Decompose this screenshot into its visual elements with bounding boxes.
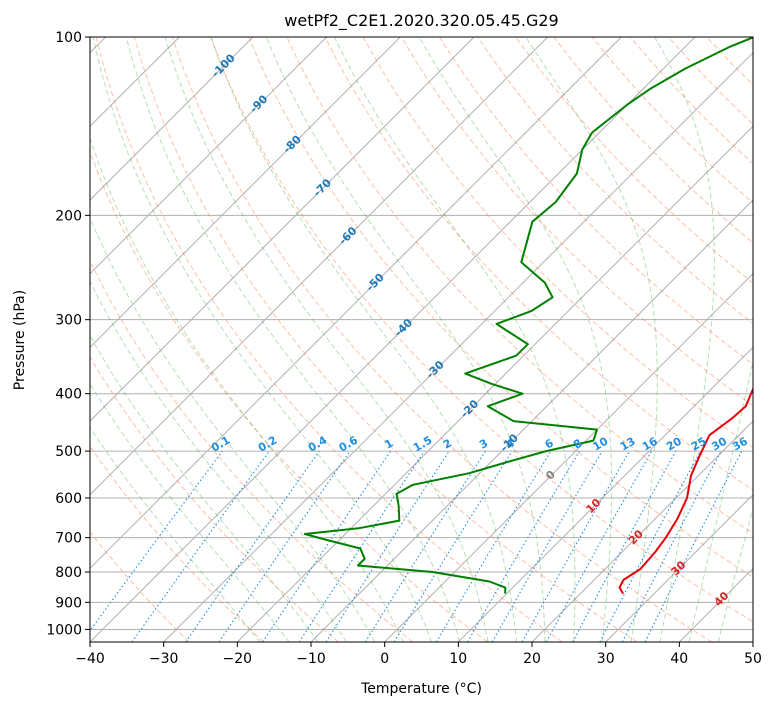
moist-adiabat	[265, 37, 546, 642]
mixing-ratio-line	[131, 450, 270, 642]
y-tick-label: 500	[55, 444, 82, 460]
mixing-ratio-line	[393, 450, 513, 642]
chart-title: wetPf2_C2E1.2020.320.05.45.G29	[284, 11, 558, 31]
moist-adiabat	[90, 334, 319, 642]
moist-adiabat	[525, 37, 658, 642]
mixing-ratio-line	[90, 450, 223, 632]
moist-adiabat	[717, 507, 753, 642]
y-tick-label: 900	[55, 595, 82, 611]
isotherm-line	[90, 37, 549, 496]
moist-adiabat	[688, 358, 753, 642]
mixing-ratio-line	[572, 450, 677, 642]
y-tick-label: 700	[55, 531, 82, 547]
x-tick-label: −10	[296, 651, 326, 667]
x-tick-label: −40	[75, 651, 105, 667]
mixing-ratio-line	[545, 450, 653, 642]
mixing-ratio-line	[644, 450, 743, 642]
mixing-ratio-line	[325, 450, 450, 642]
dry-adiabat	[515, 37, 753, 284]
mixing-ratio-line	[298, 450, 425, 642]
moist-adiabat	[92, 37, 432, 642]
y-tick-label: 1000	[46, 622, 82, 638]
moist-adiabat	[90, 216, 376, 642]
axes: −40 −30 −20 −10 0 10 20 30 40 50 100 200 300 400 500 60…	[46, 30, 762, 667]
moist-adiabat	[90, 426, 261, 642]
dry-adiabat	[210, 37, 753, 623]
x-tick-label: 30	[597, 651, 615, 667]
dry-adiabat	[324, 37, 753, 491]
isotherm-line	[90, 37, 696, 642]
dry-adiabat	[171, 37, 712, 642]
dry-adiabat	[248, 37, 753, 578]
y-axis-label: Pressure (hPa)	[12, 290, 28, 390]
x-tick-label: 0	[380, 651, 389, 667]
isotherm-line	[90, 37, 475, 422]
isotherm-line	[90, 37, 622, 570]
moist-adiabat	[90, 280, 347, 642]
x-tick-label: 20	[523, 651, 541, 667]
moist-adiabat	[210, 37, 517, 642]
isotherm-line	[90, 37, 254, 201]
moist-adiabat	[333, 37, 576, 642]
x-tick-label: 10	[449, 651, 467, 667]
x-tick-label: −30	[149, 651, 179, 667]
y-tick-label: 100	[55, 30, 82, 46]
x-tick-label: 40	[670, 651, 688, 667]
dry-adiabat	[400, 37, 753, 407]
isotherm-line	[457, 346, 753, 642]
dry-adiabat	[90, 445, 264, 642]
dewpoint-profile-line	[303, 37, 753, 594]
y-tick-label: 200	[55, 208, 82, 224]
moist-adiabat	[654, 37, 715, 642]
dry-adiabat	[133, 37, 638, 642]
profile-series	[303, 37, 753, 595]
background-lines	[90, 37, 753, 642]
x-tick-label: 50	[744, 651, 762, 667]
isotherm-line	[236, 125, 753, 642]
moist-adiabat	[90, 136, 404, 642]
isotherm-line	[605, 493, 753, 642]
isotherm-line	[384, 272, 753, 642]
moist-adiabat	[418, 37, 613, 642]
plot-frame	[89, 36, 754, 643]
moist-adiabat	[164, 37, 489, 642]
isotherm-line	[90, 37, 401, 349]
dry-adiabat	[90, 531, 190, 642]
dry-adiabat	[95, 37, 563, 642]
y-tick-label: 400	[55, 387, 82, 403]
moist-adiabat	[90, 382, 290, 642]
mixing-ratio-line	[262, 450, 392, 642]
temperature-profile-line	[618, 386, 753, 595]
dry-adiabat	[90, 150, 488, 642]
x-tick-label: −20	[223, 651, 253, 667]
y-tick-label: 800	[55, 565, 82, 581]
dry-adiabat	[90, 259, 414, 642]
mixing-ratio-line	[521, 450, 630, 642]
isotherm-line	[163, 51, 753, 642]
dry-adiabat	[438, 37, 753, 366]
y-tick-label: 300	[55, 313, 82, 329]
mixing-ratio-line	[218, 450, 351, 642]
mixing-ratio-line	[185, 450, 320, 642]
dry-adiabat	[90, 356, 339, 642]
x-axis-label: Temperature (°C)	[360, 681, 482, 697]
moist-adiabat	[125, 37, 461, 642]
isotherm-line	[90, 37, 328, 275]
isotherm-line	[531, 420, 753, 642]
y-tick-label: 600	[55, 491, 82, 507]
